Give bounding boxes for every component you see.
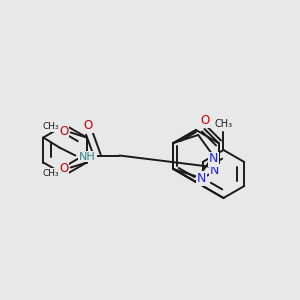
Text: O: O — [84, 119, 93, 132]
Text: O: O — [59, 125, 68, 138]
Text: CH₃: CH₃ — [42, 169, 59, 178]
Text: O: O — [59, 162, 68, 175]
Text: NH: NH — [79, 152, 96, 161]
Text: N: N — [209, 152, 218, 166]
Text: N: N — [196, 172, 206, 184]
Text: CH₃: CH₃ — [42, 122, 59, 131]
Text: CH₃: CH₃ — [214, 119, 232, 129]
Text: N: N — [210, 164, 219, 178]
Text: O: O — [200, 115, 209, 128]
